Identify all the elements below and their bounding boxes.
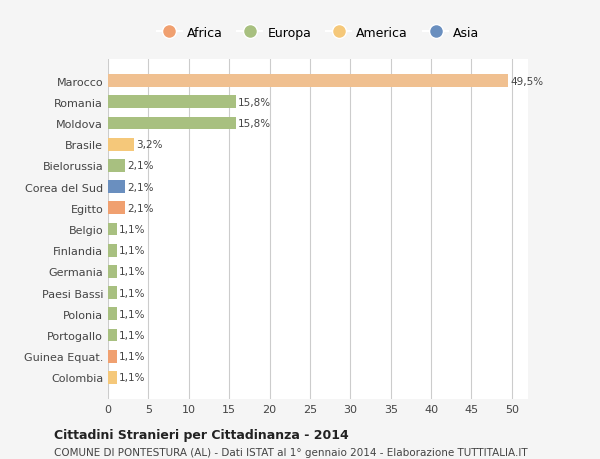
Bar <box>108 75 508 88</box>
Text: 15,8%: 15,8% <box>238 98 271 107</box>
Bar <box>108 244 117 257</box>
Text: 2,1%: 2,1% <box>127 182 154 192</box>
Text: 1,1%: 1,1% <box>119 224 146 235</box>
Text: 1,1%: 1,1% <box>119 267 146 277</box>
Text: 1,1%: 1,1% <box>119 246 146 256</box>
Bar <box>108 350 117 363</box>
Text: 49,5%: 49,5% <box>510 77 544 86</box>
Bar <box>108 371 117 384</box>
Text: 1,1%: 1,1% <box>119 373 146 382</box>
Text: 2,1%: 2,1% <box>127 161 154 171</box>
Text: 1,1%: 1,1% <box>119 330 146 340</box>
Bar <box>108 202 125 215</box>
Bar <box>108 160 125 173</box>
Bar <box>108 329 117 341</box>
Bar <box>108 139 134 151</box>
Bar <box>108 181 125 194</box>
Text: 1,1%: 1,1% <box>119 352 146 361</box>
Bar <box>108 265 117 278</box>
Bar <box>108 96 236 109</box>
Bar <box>108 286 117 299</box>
Text: 3,2%: 3,2% <box>136 140 163 150</box>
Text: 1,1%: 1,1% <box>119 288 146 298</box>
Text: 1,1%: 1,1% <box>119 309 146 319</box>
Text: 2,1%: 2,1% <box>127 203 154 213</box>
Bar <box>108 223 117 236</box>
Bar <box>108 118 236 130</box>
Legend: Africa, Europa, America, Asia: Africa, Europa, America, Asia <box>152 22 484 45</box>
Bar <box>108 308 117 320</box>
Text: COMUNE DI PONTESTURA (AL) - Dati ISTAT al 1° gennaio 2014 - Elaborazione TUTTITA: COMUNE DI PONTESTURA (AL) - Dati ISTAT a… <box>54 447 527 457</box>
Text: 15,8%: 15,8% <box>238 119 271 129</box>
Text: Cittadini Stranieri per Cittadinanza - 2014: Cittadini Stranieri per Cittadinanza - 2… <box>54 428 349 441</box>
